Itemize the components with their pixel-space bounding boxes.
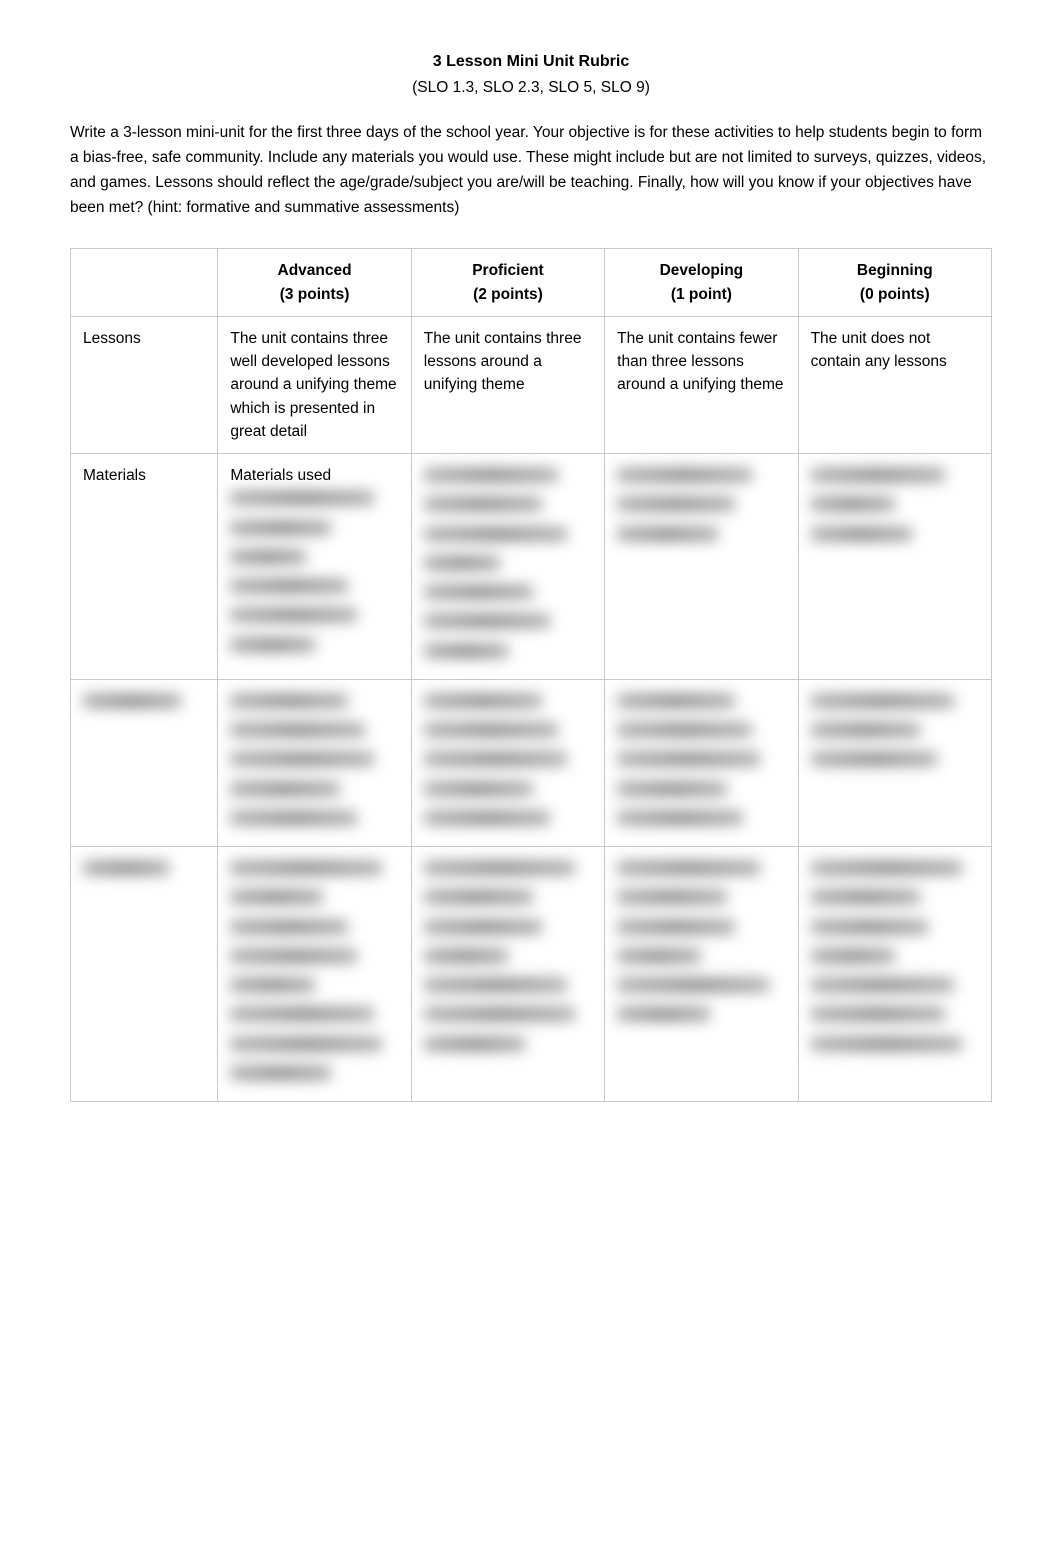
- cell-blurred: [218, 679, 411, 846]
- cell-blurred: [605, 679, 798, 846]
- row-label-blurred: [71, 847, 218, 1102]
- cell-lessons-beginning: The unit does not contain any lessons: [798, 316, 991, 453]
- document-subtitle: (SLO 1.3, SLO 2.3, SLO 5, SLO 9): [70, 76, 992, 99]
- document-title: 3 Lesson Mini Unit Rubric: [70, 50, 992, 74]
- table-row: [71, 679, 992, 846]
- table-row: Materials Materials used: [71, 454, 992, 680]
- cell-blurred: [798, 679, 991, 846]
- cell-lessons-developing: The unit contains fewer than three lesso…: [605, 316, 798, 453]
- cell-lessons-proficient: The unit contains three lessons around a…: [411, 316, 604, 453]
- cell-materials-beginning: [798, 454, 991, 680]
- header-advanced: Advanced (3 points): [218, 249, 411, 317]
- cell-materials-proficient: [411, 454, 604, 680]
- table-row: [71, 847, 992, 1102]
- header-beginning: Beginning (0 points): [798, 249, 991, 317]
- header-developing: Developing (1 point): [605, 249, 798, 317]
- row-label-lessons: Lessons: [71, 316, 218, 453]
- table-row: Lessons The unit contains three well dev…: [71, 316, 992, 453]
- cell-blurred: [218, 847, 411, 1102]
- header-proficient: Proficient (2 points): [411, 249, 604, 317]
- cell-materials-advanced: Materials used: [218, 454, 411, 680]
- cell-lessons-advanced: The unit contains three well developed l…: [218, 316, 411, 453]
- cell-blurred: [605, 847, 798, 1102]
- cell-materials-developing: [605, 454, 798, 680]
- rubric-body: Lessons The unit contains three well dev…: [71, 316, 992, 1101]
- row-label-blurred: [71, 679, 218, 846]
- intro-paragraph: Write a 3-lesson mini-unit for the first…: [70, 121, 992, 220]
- header-empty: [71, 249, 218, 317]
- cell-blurred: [798, 847, 991, 1102]
- cell-blurred: [411, 679, 604, 846]
- cell-blurred: [411, 847, 604, 1102]
- rubric-table: Advanced (3 points) Proficient (2 points…: [70, 248, 992, 1102]
- row-label-materials: Materials: [71, 454, 218, 680]
